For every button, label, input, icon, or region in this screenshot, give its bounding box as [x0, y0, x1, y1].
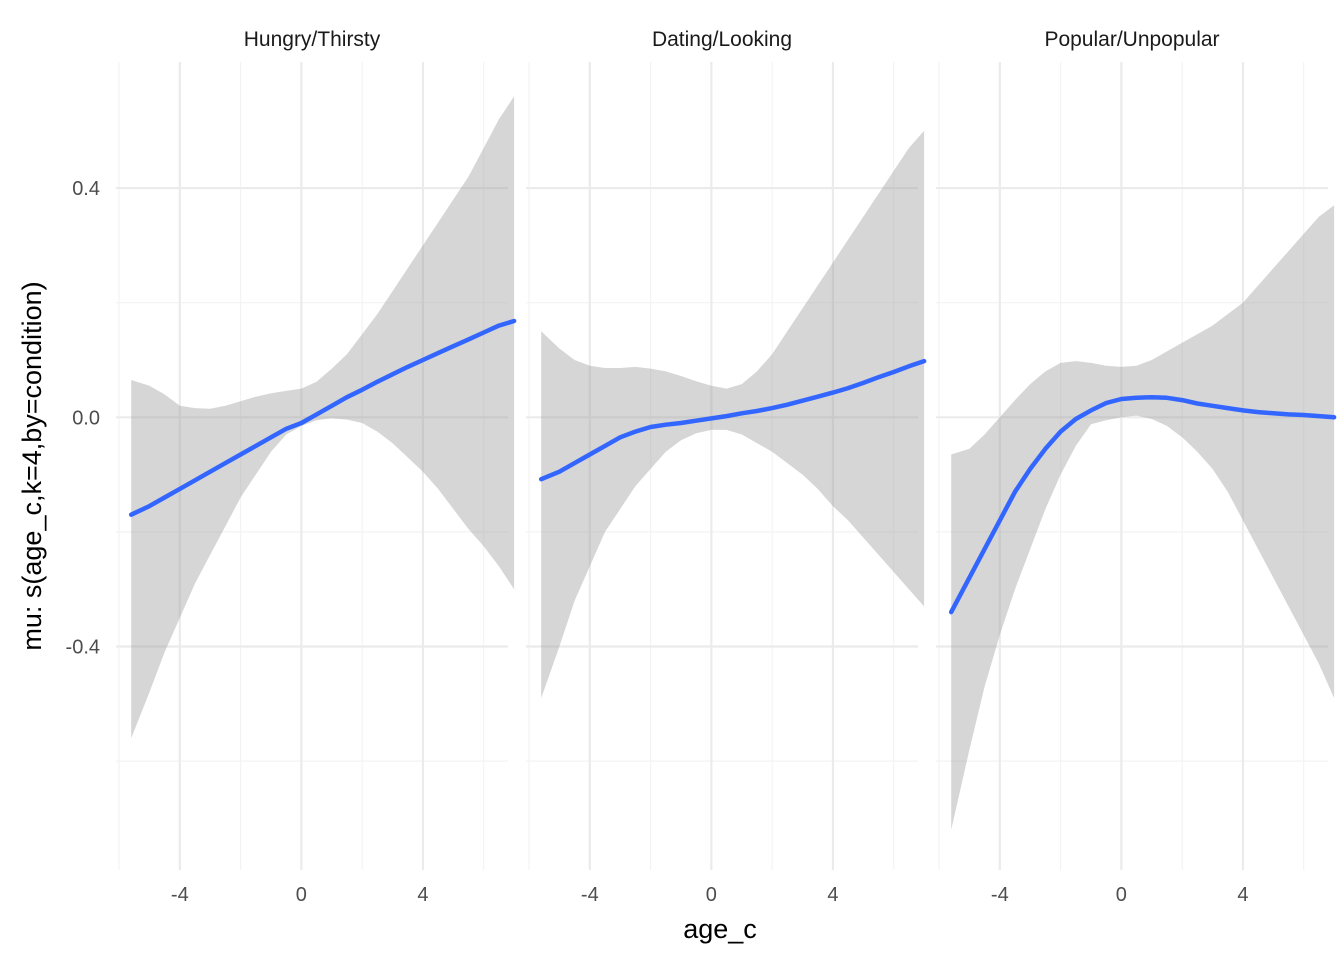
facet-panel: Dating/Looking -4 0 4: [526, 28, 927, 906]
confidence-ribbon: [951, 205, 1335, 830]
facet-panel: Hungry/Thirsty -4 0 4: [116, 28, 517, 906]
x-tick-label: 0: [706, 884, 717, 906]
y-tick-label: 0.0: [72, 407, 100, 429]
facet-title: Dating/Looking: [652, 28, 792, 51]
y-axis: 0.4 0.0 -0.4: [66, 178, 100, 658]
x-tick-label: 0: [296, 884, 307, 906]
x-tick-label: -4: [171, 884, 189, 906]
smooth-line: [538, 358, 927, 482]
facet-panel: Popular/Unpopular -4 0 4: [936, 28, 1337, 906]
y-axis-title: mu: s(age_c,k=4,by=condition): [17, 281, 47, 650]
x-tick-label: 4: [827, 884, 838, 906]
y-tick-label: -0.4: [66, 637, 100, 659]
facet-title: Popular/Unpopular: [1044, 28, 1219, 51]
x-tick-label: -4: [581, 884, 599, 906]
x-tick-label: 4: [417, 884, 428, 906]
x-tick-label: 4: [1237, 884, 1248, 906]
x-axis-title: age_c: [683, 914, 757, 944]
confidence-ribbon: [131, 96, 515, 739]
x-tick-label: -4: [991, 884, 1009, 906]
facet-title: Hungry/Thirsty: [244, 28, 381, 51]
smooth-line: [128, 318, 517, 517]
y-tick-label: 0.4: [72, 178, 100, 200]
smooth-line: [948, 394, 1337, 615]
x-tick-label: 0: [1116, 884, 1127, 906]
